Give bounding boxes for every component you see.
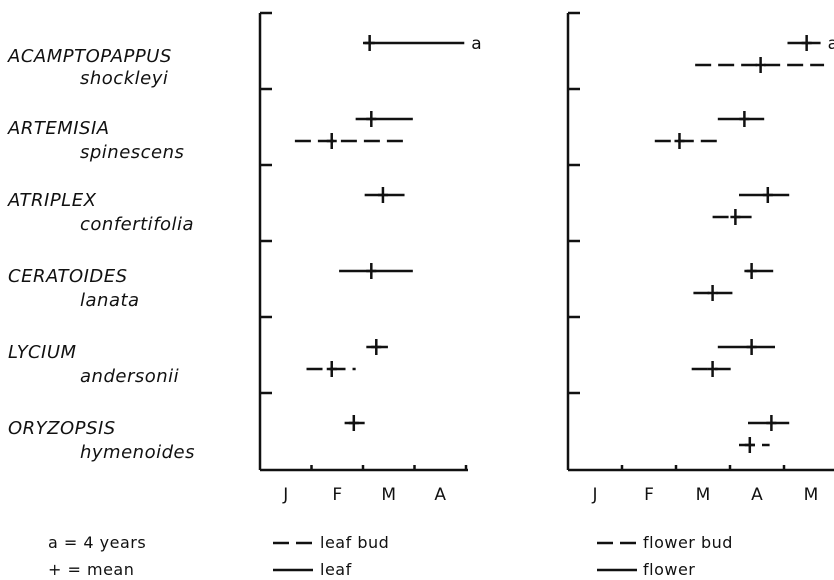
legend: a = 4 years + = mean leaf bud leaf flowe…: [48, 533, 733, 579]
species-genus-label: ACAMPTOPAPPUS: [7, 46, 172, 67]
x-tick-label: J: [591, 485, 597, 505]
legend-label: leaf bud: [320, 533, 389, 552]
x-tick-label: A: [751, 485, 763, 505]
species-genus-label: ARTEMISIA: [7, 118, 110, 139]
species-epithet-label: shockleyi: [80, 68, 168, 89]
legend-note: + = mean: [48, 560, 134, 579]
species-epithet-label: spinescens: [80, 142, 184, 163]
annotation-label: a: [828, 34, 834, 54]
left-panel: J F M Aa: [258, 11, 482, 505]
species-epithet-label: lanata: [80, 290, 140, 311]
x-tick-label: F: [644, 485, 654, 505]
species-genus-label: CERATOIDES: [8, 266, 128, 287]
x-tick-label: M: [804, 485, 819, 505]
species-genus-label: ATRIPLEX: [7, 190, 97, 211]
annotation-label: a: [471, 34, 481, 54]
species-genus-label: LYCIUM: [8, 342, 77, 363]
legend-label: leaf: [320, 560, 352, 579]
legend-label: flower bud: [643, 533, 733, 552]
legend-label: flower: [643, 560, 695, 579]
species-labels: ACAMPTOPAPPUS shockleyi ARTEMISIA spines…: [7, 46, 195, 463]
x-tick-label: M: [381, 485, 396, 505]
species-epithet-label: hymenoides: [80, 442, 195, 463]
legend-note: a = 4 years: [48, 533, 146, 552]
x-tick-label: M: [696, 485, 711, 505]
species-epithet-label: andersonii: [80, 366, 179, 387]
species-genus-label: ORYZOPSIS: [8, 418, 116, 439]
right-panel: J F M A Ma: [566, 11, 834, 505]
species-epithet-label: confertifolia: [80, 214, 194, 235]
x-tick-label: J: [282, 485, 288, 505]
x-tick-label: F: [332, 485, 342, 505]
x-tick-label: A: [434, 485, 446, 505]
